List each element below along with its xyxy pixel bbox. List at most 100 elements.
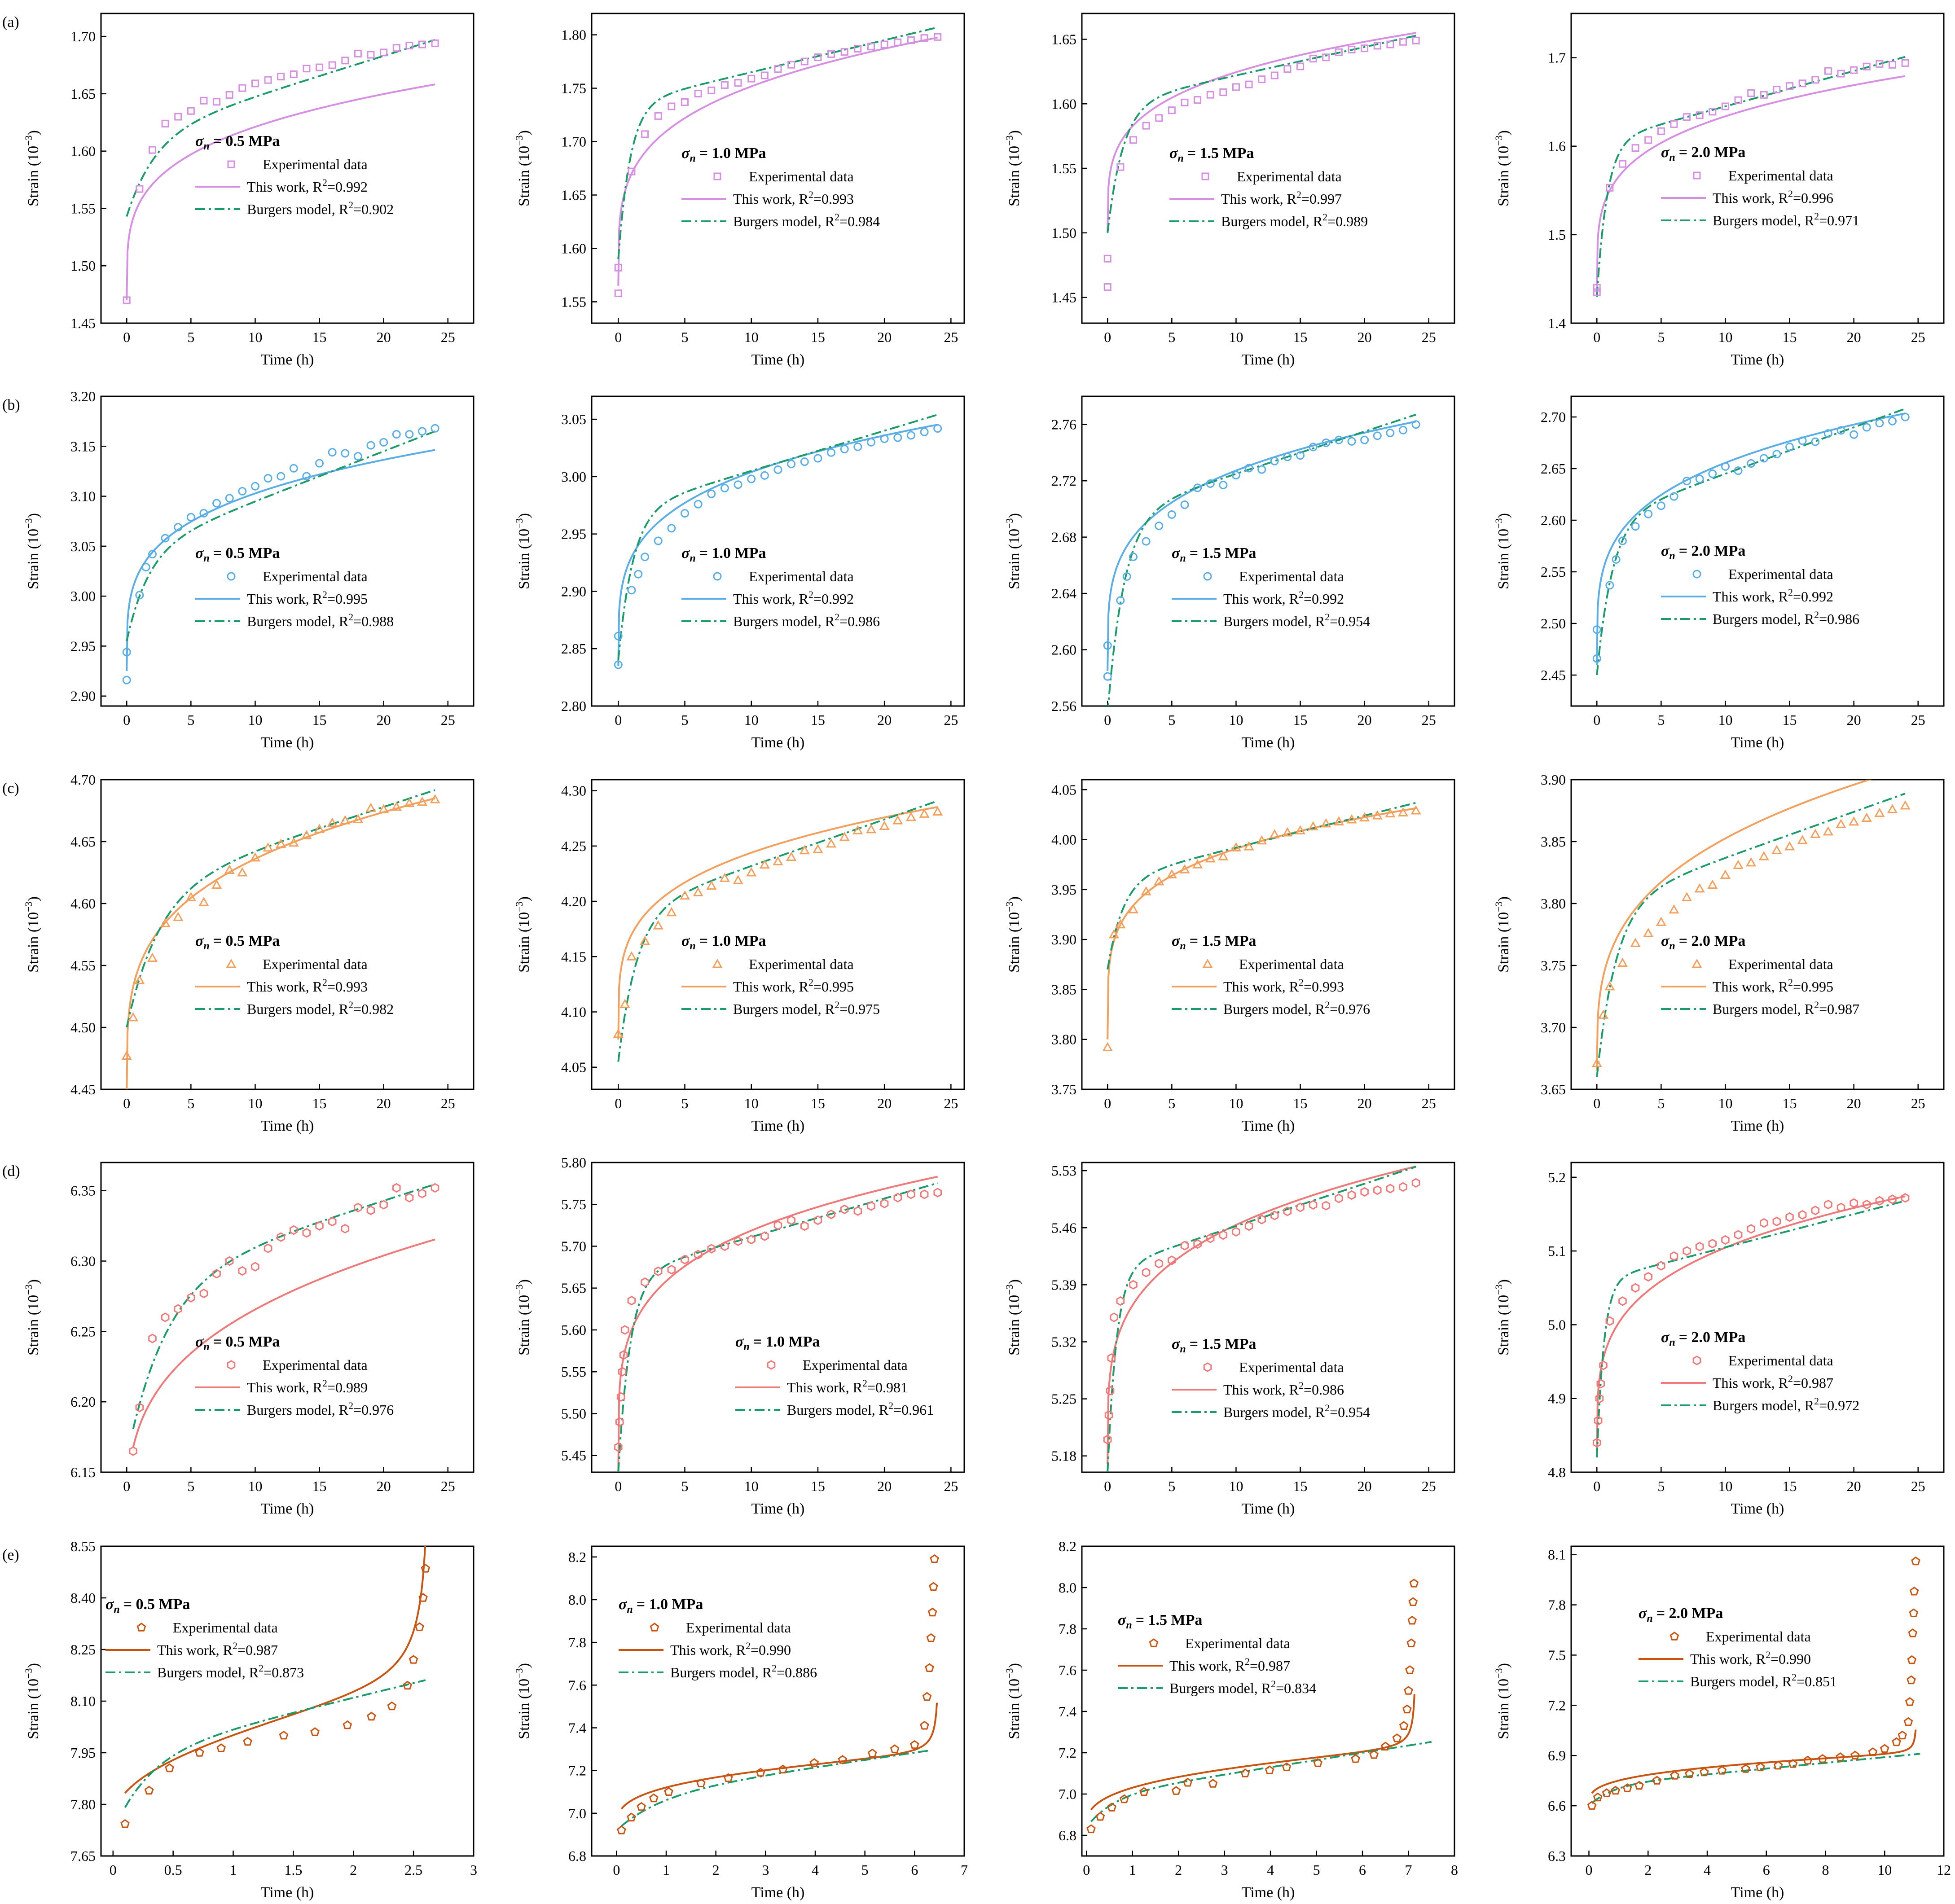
data-point (1116, 1296, 1125, 1306)
data-point (147, 952, 158, 962)
data-point (418, 40, 426, 48)
y-tick-label: 2.60 (1051, 642, 1076, 658)
chart-panel-c-2: 0 5 10 15 20 25 4.05 4.10 4.15 4.20 4.25 4.30 Time (… (514, 779, 965, 1134)
legend-this-work-text: This work, R (247, 978, 323, 995)
data-point (1811, 1206, 1820, 1215)
y-tick-label: 4.25 (561, 838, 586, 854)
r2-burgers: 0.954 (1338, 613, 1370, 629)
data-point (120, 1819, 130, 1828)
data-point (713, 572, 722, 581)
legend: σn = 1.5 MPa Experimental data This work, R… (1118, 1612, 1316, 1696)
x-tick-label: 15 (811, 1478, 825, 1494)
y-axis-title-exponent: −3 (1004, 1668, 1015, 1678)
legend-this-work-text: This work, R (247, 591, 323, 607)
data-point (1373, 431, 1382, 440)
data-point (212, 1269, 221, 1279)
plot-frame (100, 1545, 474, 1857)
sigma-symbol: σ (195, 133, 204, 149)
plot-frame (591, 13, 965, 324)
data-point (1909, 1586, 1919, 1596)
sigma-symbol: σ (619, 1596, 628, 1613)
y-tick-label: 5.75 (561, 1196, 586, 1212)
y-axis-title: Strain (10−3) (514, 513, 532, 589)
y-axis-title-close: ) (1006, 1279, 1023, 1284)
y-tick-label: 1.60 (561, 240, 586, 256)
y-axis-title: Strain (10−3) (514, 130, 532, 206)
y-tick-label: 3.15 (70, 438, 96, 454)
data-point (418, 1189, 426, 1198)
data-point (1181, 98, 1189, 106)
x-axis-title: Time (h) (261, 734, 314, 751)
y-axis-title-close: ) (516, 896, 532, 901)
data-point (1670, 1771, 1679, 1780)
data-point (760, 1231, 769, 1241)
sigma-symbol: σ (1172, 545, 1181, 562)
data-point (1863, 1199, 1871, 1210)
data-point (1283, 452, 1292, 461)
y-tick-label: 2.95 (70, 638, 96, 654)
data-point (1270, 71, 1278, 79)
data-point (1733, 860, 1744, 869)
y-axis-title: Strain (10−3) (23, 513, 42, 589)
r-squared-exponent: 2 (1792, 1671, 1797, 1683)
data-point (1707, 879, 1718, 889)
burgers-model-curve (617, 413, 938, 660)
x-tick-label: 5 (681, 1095, 689, 1111)
legend-this-work-text: This work, R (1713, 588, 1788, 605)
y-axis-title-main: Strain (10 (1006, 912, 1023, 973)
r-squared-exponent: 2 (259, 1663, 264, 1674)
r-squared-exponent: 2 (1814, 609, 1819, 620)
legend: σn = 0.5 MPa Experimental data This work, R… (105, 1596, 304, 1680)
legend: σn = 1.5 MPa Experimental data This work, R… (1172, 545, 1370, 629)
y-tick-label: 3.95 (1051, 882, 1076, 898)
x-tick-label: 2 (712, 1862, 720, 1878)
sigma-subscript: n (1669, 152, 1675, 163)
y-tick-label: 6.30 (70, 1253, 96, 1269)
y-axis-title-close: ) (516, 130, 532, 135)
legend-this-work-label: This work, R2=0.987 (1713, 1373, 1833, 1391)
data-point (852, 825, 863, 834)
data-point (1741, 1764, 1750, 1773)
data-point (392, 430, 401, 439)
r-squared-exponent: 2 (322, 1378, 327, 1389)
legend-this-work-label: This work, R2=0.987 (157, 1640, 278, 1658)
legend-burgers-label: Burgers model, R2=0.987 (1713, 999, 1859, 1017)
y-tick-label: 1.70 (70, 28, 96, 44)
x-tick-label: 0 (613, 1862, 620, 1878)
legend-this-work-text: This work, R (1221, 191, 1297, 207)
this-work-curve (1107, 1165, 1416, 1464)
data-point (1593, 288, 1601, 296)
data-point (277, 73, 285, 81)
r-squared-exponent: 2 (348, 199, 353, 211)
data-point (141, 563, 150, 572)
x-tick-label: 25 (1422, 1478, 1436, 1494)
y-axis-title-main: Strain (10 (25, 1679, 42, 1739)
data-point (1823, 429, 1832, 438)
x-tick-label: 0 (1104, 1478, 1111, 1494)
x-tick-label: 25 (1422, 1095, 1436, 1111)
data-point (920, 427, 929, 436)
data-point (315, 1221, 324, 1231)
data-point (328, 448, 337, 457)
data-point (1612, 555, 1621, 564)
data-point (1408, 1597, 1418, 1606)
data-point (174, 1304, 182, 1314)
plot-frame (1570, 395, 1945, 707)
x-tick-label: 0 (615, 1095, 622, 1111)
data-point (1257, 1215, 1266, 1224)
sigma-subscript: n (203, 140, 209, 152)
x-tick-label: 25 (1911, 329, 1925, 345)
r2-this-work: 0.995 (1801, 978, 1833, 995)
data-point (1850, 66, 1858, 74)
y-axis-title-main: Strain (10 (25, 146, 42, 206)
data-point (826, 838, 837, 848)
x-tick-label: 20 (377, 712, 391, 728)
data-point (1630, 938, 1641, 947)
data-point (1772, 1216, 1781, 1227)
plot-frame (100, 779, 474, 1090)
data-point (1695, 474, 1704, 483)
r2-this-work: 0.995 (335, 591, 368, 607)
stress-label: σn = 2.0 MPa (1661, 1329, 1745, 1348)
y-axis-title-close: ) (25, 1663, 42, 1668)
r2-burgers: 0.961 (901, 1402, 934, 1418)
